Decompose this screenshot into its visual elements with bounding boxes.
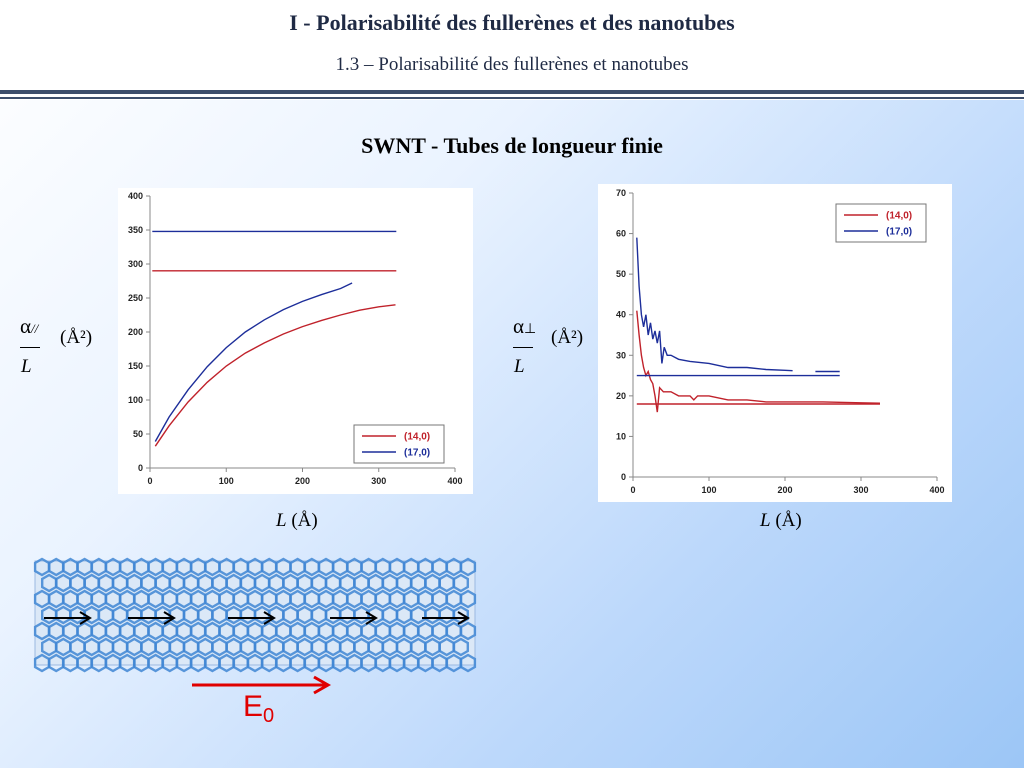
right-x-tick-label: 100 bbox=[701, 485, 716, 495]
left-y-tick-label: 350 bbox=[128, 225, 143, 235]
left-y-tick-label: 150 bbox=[128, 361, 143, 371]
carbon-ring bbox=[459, 621, 477, 641]
right-legend-label: (17,0) bbox=[886, 227, 912, 238]
left-y-tick-label: 50 bbox=[133, 429, 143, 439]
right-chart: 0 10 20 30 40 50 60 70 0 100 200 300 400 (14,0) (17,0) bbox=[616, 188, 945, 495]
right-y-tick-label: 0 bbox=[621, 472, 626, 482]
left-y-tick-label: 400 bbox=[128, 191, 143, 201]
field-label-sub: 0 bbox=[263, 705, 275, 727]
carbon-ring bbox=[459, 653, 477, 673]
left-x-tick-label: 300 bbox=[371, 476, 386, 486]
right-y-tick-label: 20 bbox=[616, 391, 626, 401]
right-ylabel: α⊥ (Å²) bbox=[513, 314, 583, 348]
right-x-tick-label: 400 bbox=[929, 485, 944, 495]
right-legend-box bbox=[835, 203, 927, 243]
header-band: I - Polarisabilité des fullerènes et des… bbox=[0, 0, 1024, 100]
right-ylabel-alpha: α bbox=[513, 314, 525, 338]
left-legend-label: (14,0) bbox=[404, 432, 430, 443]
left-xlabel-var: L bbox=[276, 510, 287, 531]
dipole-arrowhead bbox=[163, 611, 176, 625]
carbon-ring bbox=[459, 589, 477, 609]
left-y-tick-label: 200 bbox=[128, 327, 143, 337]
left-y-tick-label: 0 bbox=[138, 463, 143, 473]
left-ylabel-fraction-bar bbox=[20, 347, 40, 348]
field-label: E0 bbox=[243, 690, 274, 728]
left-x-tick-label: 200 bbox=[295, 476, 310, 486]
left-chart: 0 50 100 150 200 250 300 350 400 0 100 200 300 400 (14… bbox=[128, 191, 463, 486]
right-legend-label: (14,0) bbox=[886, 211, 912, 222]
dipole-arrowhead bbox=[365, 611, 378, 625]
right-xlabel-var: L bbox=[760, 510, 771, 531]
right-ylabel-fraction-bar bbox=[513, 347, 533, 348]
right-ylabel-denominator: L bbox=[514, 356, 525, 377]
right-y-tick-label: 60 bbox=[616, 229, 626, 239]
slide-heading: SWNT - Tubes de longueur finie bbox=[361, 133, 663, 158]
nanotube-illustration bbox=[33, 557, 477, 673]
left-x-tick-label: 400 bbox=[447, 476, 462, 486]
right-x-tick-label: 0 bbox=[630, 485, 635, 495]
right-series-line bbox=[636, 237, 793, 372]
right-y-tick-label: 40 bbox=[616, 310, 626, 320]
carbon-ring bbox=[452, 573, 469, 593]
header-rule-thin bbox=[0, 97, 1024, 99]
left-legend-label: (17,0) bbox=[404, 448, 430, 459]
right-ylabel-unit: (Å²) bbox=[551, 327, 584, 348]
right-y-tick-label: 50 bbox=[616, 269, 626, 279]
left-ylabel-denominator: L bbox=[21, 356, 32, 377]
left-x-tick-label: 0 bbox=[147, 476, 152, 486]
right-y-tick-label: 70 bbox=[616, 188, 626, 198]
left-legend-box bbox=[353, 424, 445, 464]
dipole-arrowhead bbox=[457, 611, 470, 625]
left-xlabel-unit: (Å) bbox=[286, 510, 318, 531]
left-ylabel-alpha: α bbox=[20, 314, 32, 338]
right-x-tick-label: 200 bbox=[777, 485, 792, 495]
left-series-line bbox=[154, 282, 353, 442]
right-series-line bbox=[636, 310, 881, 413]
left-x-tick-label: 100 bbox=[219, 476, 234, 486]
right-xlabel-unit: (Å) bbox=[770, 510, 802, 531]
dipole-arrowhead bbox=[263, 611, 276, 625]
slide-subsection-title: 1.3 – Polarisabilité des fullerènes et n… bbox=[335, 54, 689, 75]
left-y-tick-label: 250 bbox=[128, 293, 143, 303]
carbon-ring bbox=[459, 557, 477, 577]
left-series-line bbox=[154, 304, 396, 447]
right-y-tick-label: 30 bbox=[616, 350, 626, 360]
field-label-letter: E bbox=[243, 690, 264, 723]
field-arrow-icon bbox=[192, 675, 332, 695]
left-y-tick-label: 300 bbox=[128, 259, 143, 269]
right-x-tick-label: 300 bbox=[853, 485, 868, 495]
right-ylabel-subscript: ⊥ bbox=[524, 322, 537, 337]
left-ylabel: α// (Å²) bbox=[20, 314, 92, 348]
header-rule-thick bbox=[0, 90, 1024, 94]
carbon-ring bbox=[452, 637, 469, 657]
dipole-arrowhead bbox=[79, 611, 92, 625]
right-xlabel: L (Å) bbox=[760, 510, 802, 532]
left-ylabel-unit: (Å²) bbox=[60, 327, 93, 348]
right-y-tick-label: 10 bbox=[616, 431, 626, 441]
slide-section-title: I - Polarisabilité des fullerènes et des… bbox=[289, 10, 735, 35]
left-xlabel: L (Å) bbox=[276, 510, 318, 532]
left-ylabel-subscript: // bbox=[31, 321, 39, 336]
left-y-tick-label: 100 bbox=[128, 395, 143, 405]
